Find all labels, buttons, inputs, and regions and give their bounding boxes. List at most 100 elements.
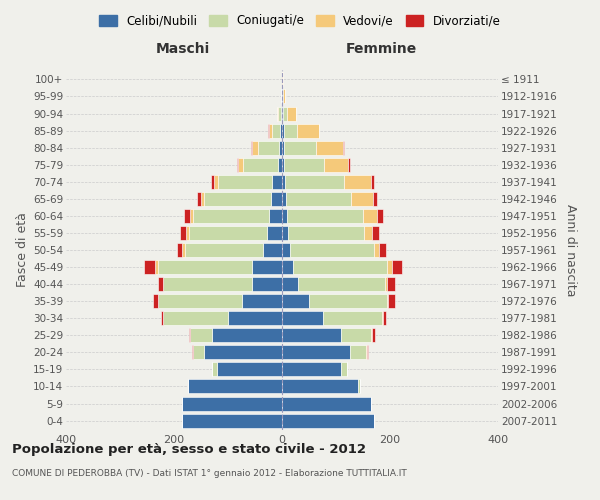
Bar [189,328,190,342]
Bar [269,124,272,138]
Bar [282,362,341,376]
Bar [161,312,163,325]
Text: Femmine: Femmine [346,42,417,56]
Bar [217,362,282,376]
Bar [282,294,309,308]
Bar [383,312,386,325]
Bar [385,277,388,291]
Bar [204,192,271,206]
Text: Popolazione per età, sesso e stato civile - 2012: Popolazione per età, sesso e stato civil… [12,442,366,456]
Bar [218,175,272,188]
Bar [197,192,201,206]
Bar [241,294,282,308]
Bar [277,106,278,120]
Bar [228,312,282,325]
Bar [388,260,392,274]
Bar [282,328,341,342]
Bar [284,140,316,154]
Bar [281,106,282,120]
Bar [190,209,193,223]
Bar [371,175,374,188]
Bar [144,260,155,274]
Bar [392,260,403,274]
Bar [382,312,383,325]
Bar [287,106,296,120]
Bar [287,209,363,223]
Bar [282,380,358,394]
Bar [284,124,297,138]
Bar [158,294,241,308]
Bar [341,362,347,376]
Bar [238,158,242,172]
Bar [269,209,282,223]
Bar [282,209,287,223]
Bar [388,294,395,308]
Bar [366,346,367,360]
Bar [182,243,185,257]
Bar [258,140,280,154]
Bar [282,226,289,240]
Bar [154,294,158,308]
Y-axis label: Fasce di età: Fasce di età [16,212,29,288]
Bar [268,124,269,138]
Bar [323,312,382,325]
Bar [158,260,253,274]
Bar [193,346,204,360]
Bar [379,243,386,257]
Y-axis label: Anni di nascita: Anni di nascita [564,204,577,296]
Bar [155,260,158,274]
Bar [282,140,284,154]
Bar [242,158,278,172]
Bar [282,243,290,257]
Bar [282,414,374,428]
Bar [186,226,188,240]
Bar [163,312,228,325]
Bar [344,175,371,188]
Bar [372,226,379,240]
Bar [280,124,282,138]
Bar [290,243,374,257]
Bar [309,294,388,308]
Bar [185,243,263,257]
Bar [184,209,190,223]
Bar [278,158,282,172]
Bar [371,328,372,342]
Bar [204,346,282,360]
Bar [278,106,281,120]
Bar [324,158,349,172]
Bar [316,140,343,154]
Bar [282,312,323,325]
Bar [187,380,282,394]
Bar [282,158,284,172]
Bar [253,277,282,291]
Bar [293,260,388,274]
Bar [263,243,282,257]
Bar [212,328,282,342]
Bar [341,328,371,342]
Legend: Celibi/Nubili, Coniugati/e, Vedovi/e, Divorziati/e: Celibi/Nubili, Coniugati/e, Vedovi/e, Di… [96,11,504,31]
Bar [298,277,385,291]
Bar [251,140,253,154]
Bar [163,277,253,291]
Bar [192,346,193,360]
Bar [282,277,298,291]
Bar [388,277,395,291]
Bar [289,226,364,240]
Bar [282,396,371,410]
Bar [188,226,267,240]
Bar [285,175,344,188]
Bar [283,90,285,104]
Bar [280,140,282,154]
Bar [271,192,282,206]
Bar [252,140,258,154]
Bar [282,346,349,360]
Bar [253,260,282,274]
Bar [364,226,372,240]
Bar [374,243,379,257]
Bar [372,328,375,342]
Bar [190,328,212,342]
Bar [367,346,368,360]
Bar [297,124,319,138]
Bar [282,124,284,138]
Bar [193,209,269,223]
